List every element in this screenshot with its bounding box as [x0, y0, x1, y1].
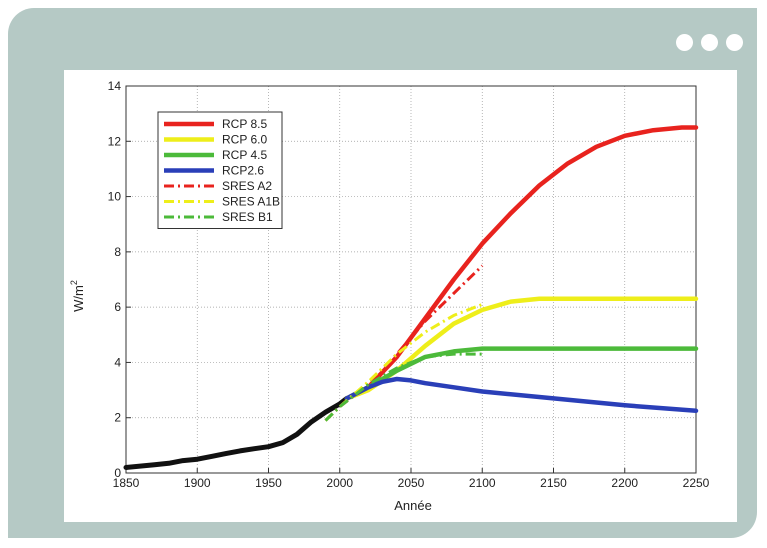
y-tick-label: 14 — [108, 79, 122, 93]
y-tick-label: 0 — [114, 466, 121, 480]
series-line — [344, 376, 699, 414]
x-axis-label: Année — [394, 498, 432, 513]
y-tick-label: 12 — [108, 134, 122, 148]
series-line — [324, 264, 484, 422]
legend-label: RCP2.6 — [222, 164, 264, 178]
window-dot-icon[interactable] — [676, 34, 693, 51]
y-axis-label-text: W/m — [71, 285, 86, 312]
chart-panel: 1850 1900 1950 2000 2050 2100 2150 2200 2250 0 2 4 6… — [64, 70, 737, 522]
window-dot-icon[interactable] — [701, 34, 718, 51]
legend-label: RCP 8.5 — [222, 117, 267, 131]
series-line — [324, 352, 483, 422]
x-tick-label: 2100 — [469, 476, 496, 490]
x-tick-label: 1850 — [113, 476, 140, 490]
y-axis-label-superscript: 2 — [69, 280, 79, 285]
y-axis-label-group: W/m2 — [69, 280, 86, 312]
window-frame: 1850 1900 1950 2000 2050 2100 2150 2200 2250 0 2 4 6… — [8, 8, 757, 538]
x-tick-label: 1900 — [184, 476, 211, 490]
x-tick-label: 2000 — [326, 476, 353, 490]
axes: 1850 1900 1950 2000 2050 2100 2150 2200 2250 0 2 4 6… — [108, 79, 710, 490]
x-tick-label: 2250 — [683, 476, 710, 490]
x-tick-label: 2200 — [611, 476, 638, 490]
legend-label: RCP 4.5 — [222, 148, 267, 162]
y-tick-label: 2 — [114, 411, 121, 425]
x-tick-label: 1950 — [255, 476, 282, 490]
series-line — [324, 303, 483, 422]
window-dot-icon[interactable] — [726, 34, 743, 51]
y-tick-label: 6 — [114, 300, 121, 314]
series-line — [123, 395, 350, 470]
series-line — [344, 125, 699, 401]
x-tick-label: 2150 — [540, 476, 567, 490]
y-tick-label: 10 — [108, 190, 122, 204]
window-controls — [676, 34, 743, 51]
series-lines — [123, 125, 699, 470]
legend-label: SRES A2 — [222, 179, 272, 193]
forcing-chart: 1850 1900 1950 2000 2050 2100 2150 2200 2250 0 2 4 6… — [69, 79, 710, 513]
legend-label: RCP 6.0 — [222, 133, 267, 147]
x-tick-label: 2050 — [398, 476, 425, 490]
legend-label: SRES A1B — [222, 195, 280, 209]
legend-label: SRES B1 — [222, 210, 273, 224]
y-axis-label: W/m2 — [69, 280, 86, 312]
y-tick-label: 4 — [114, 355, 121, 369]
y-tick-label: 8 — [114, 245, 121, 259]
